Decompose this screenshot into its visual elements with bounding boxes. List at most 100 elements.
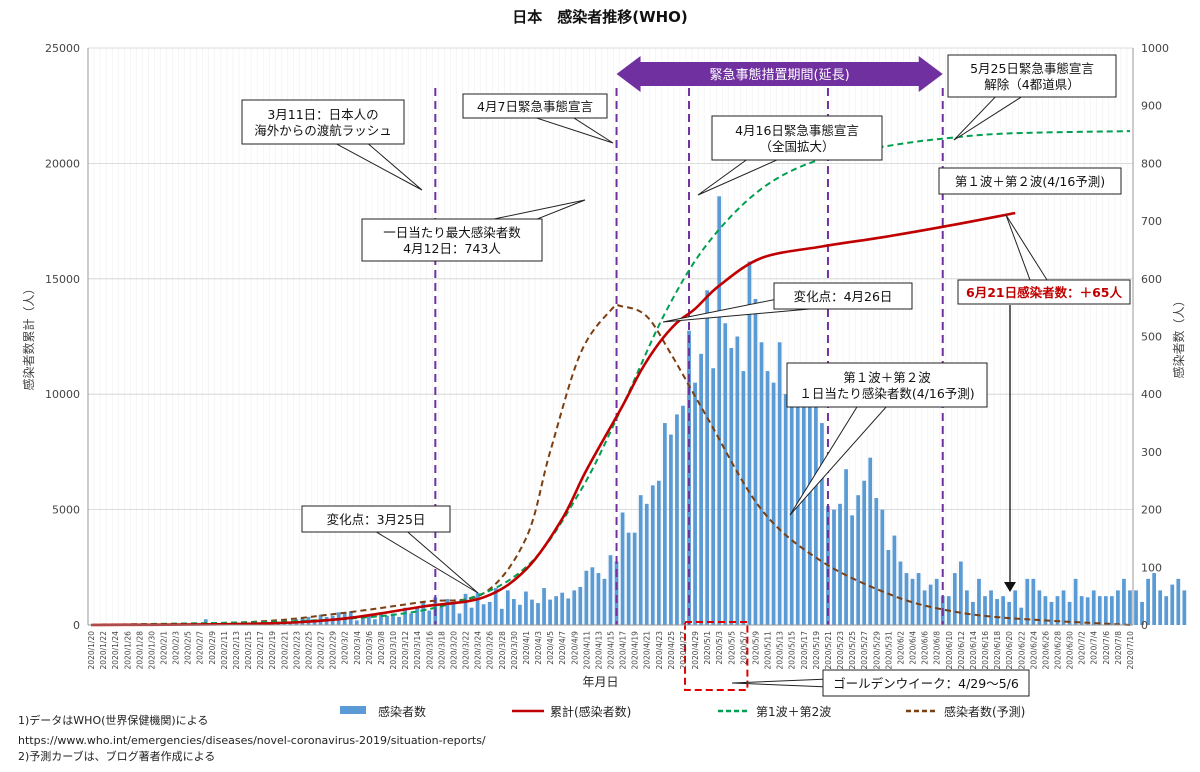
x-tick-label: 2020/4/3 (534, 631, 543, 665)
x-tick-label: 2020/5/9 (752, 631, 761, 665)
daily-case-bar (1152, 573, 1157, 625)
x-tick-label: 2020/5/21 (824, 631, 833, 670)
daily-case-bar (989, 590, 993, 625)
daily-case-bar (675, 414, 679, 625)
daily-case-bar (1073, 578, 1078, 625)
daily-case-bar (1091, 590, 1096, 625)
daily-case-bar (801, 394, 806, 625)
daily-case-bar (475, 592, 480, 625)
callout-text: 6月21日感染者数：＋65人 (966, 285, 1122, 300)
x-tick-label: 2020/1/28 (135, 631, 144, 670)
y-tick-label-left: 10000 (45, 388, 80, 401)
daily-case-bar (699, 353, 703, 625)
daily-case-bar (602, 578, 607, 625)
daily-case-bar (1067, 601, 1072, 625)
daily-case-bar (729, 348, 734, 625)
x-tick-label: 2020/2/3 (172, 631, 181, 665)
daily-case-bar (735, 336, 740, 625)
daily-case-bar (705, 290, 710, 625)
callout-box (786, 362, 988, 408)
y-tick-label-right: 0 (1141, 619, 1148, 632)
x-tick-label: 2020/6/6 (921, 631, 930, 665)
x-tick-label: 2020/4/21 (643, 631, 652, 670)
daily-case-bar (397, 616, 401, 625)
forecast-daily-line (90, 304, 1131, 626)
daily-case-bar (693, 382, 697, 625)
x-tick-label: 2020/3/4 (353, 631, 362, 665)
legend-label: 感染者数(予測) (944, 704, 1025, 719)
x-tick-label: 2020/2/21 (280, 631, 289, 670)
daily-case-bar (656, 480, 661, 625)
x-tick-label: 2020/7/8 (1114, 631, 1123, 665)
daily-case-bar (711, 368, 716, 625)
x-tick-label: 2020/5/7 (739, 631, 748, 665)
x-tick-label: 2020/6/24 (1029, 631, 1038, 670)
x-tick-label: 2020/4/9 (570, 631, 579, 665)
x-tick-label: 2020/2/13 (232, 631, 241, 670)
daily-case-bar (632, 532, 637, 625)
x-tick-label: 2020/2/29 (329, 631, 338, 670)
x-tick-label: 2020/4/15 (607, 631, 616, 670)
daily-case-bar (566, 598, 571, 625)
x-tick-label: 2020/6/18 (993, 631, 1002, 670)
daily-case-bar (421, 601, 426, 625)
daily-case-bar (1122, 578, 1126, 625)
x-tick-label: 2020/3/20 (449, 631, 458, 670)
daily-case-bar (717, 196, 722, 625)
x-tick-label: 2020/4/25 (667, 631, 676, 670)
callout-text: 第１波＋第２波 (843, 370, 931, 385)
y-tick-label-left: 0 (73, 619, 80, 632)
daily-case-bar (783, 394, 788, 625)
x-tick-label: 2020/1/30 (147, 631, 156, 670)
daily-case-bar (856, 495, 861, 625)
daily-case-bar (469, 607, 474, 625)
daily-case-bar (1049, 601, 1054, 625)
x-tick-label: 2020/3/28 (498, 631, 507, 670)
daily-case-bar (511, 599, 516, 625)
daily-case-bar (1164, 596, 1169, 625)
daily-cases-bars (203, 196, 1187, 625)
callout-box (938, 167, 1122, 195)
daily-case-bar (874, 498, 879, 625)
legend-label: 感染者数 (378, 704, 426, 719)
x-tick-label: 2020/3/10 (389, 631, 398, 670)
callout-text: （全国拡大） (759, 139, 834, 154)
daily-case-bar (373, 619, 377, 625)
x-tick-label: 2020/5/25 (848, 631, 857, 670)
daily-case-bar (862, 480, 867, 625)
emergency-period-label: 緊急事態措置期間(延長) (710, 67, 850, 83)
daily-case-bar (542, 588, 546, 625)
daily-case-bar (892, 535, 897, 625)
daily-case-bar (614, 561, 619, 625)
x-tick-label: 2020/7/2 (1078, 631, 1087, 665)
y-tick-label-right: 100 (1141, 561, 1162, 574)
x-tick-label: 2020/3/18 (437, 631, 446, 670)
x-tick-label: 2020/3/16 (425, 631, 434, 670)
callout-box (947, 54, 1117, 98)
callout-box (301, 505, 451, 533)
daily-case-bar (850, 515, 854, 625)
x-tick-label: 2020/5/27 (860, 631, 869, 670)
x-tick-label: 2020/5/31 (884, 631, 893, 670)
daily-case-bar (1019, 607, 1024, 625)
daily-case-bar (820, 423, 824, 625)
callout-box (241, 99, 405, 145)
y-tick-label-left: 20000 (45, 157, 80, 170)
x-tick-label: 2020/4/7 (558, 631, 567, 665)
callout-text: 第１波＋第２波(4/16予測) (955, 174, 1105, 189)
daily-case-bar (789, 365, 794, 625)
x-tick-label: 2020/6/2 (896, 631, 905, 665)
golden-week-box (684, 621, 749, 691)
x-tick-label: 2020/4/13 (594, 631, 603, 670)
callout-text: 3月11日：日本人の (267, 107, 378, 122)
chart-title: 日本 感染者推移(WHO) (512, 8, 688, 26)
daily-case-bar (403, 607, 407, 625)
cumulative-line (90, 211, 1016, 627)
callout-text: ゴールデンウイーク：4/29〜5/6 (833, 676, 1019, 691)
daily-case-bar (644, 503, 649, 625)
callout-text: 海外からの渡航ラッシュ (254, 123, 392, 138)
daily-case-bar (427, 610, 432, 625)
daily-case-bar (1079, 596, 1084, 625)
callout-text: 一日当たり最大感染者数 (383, 225, 521, 240)
